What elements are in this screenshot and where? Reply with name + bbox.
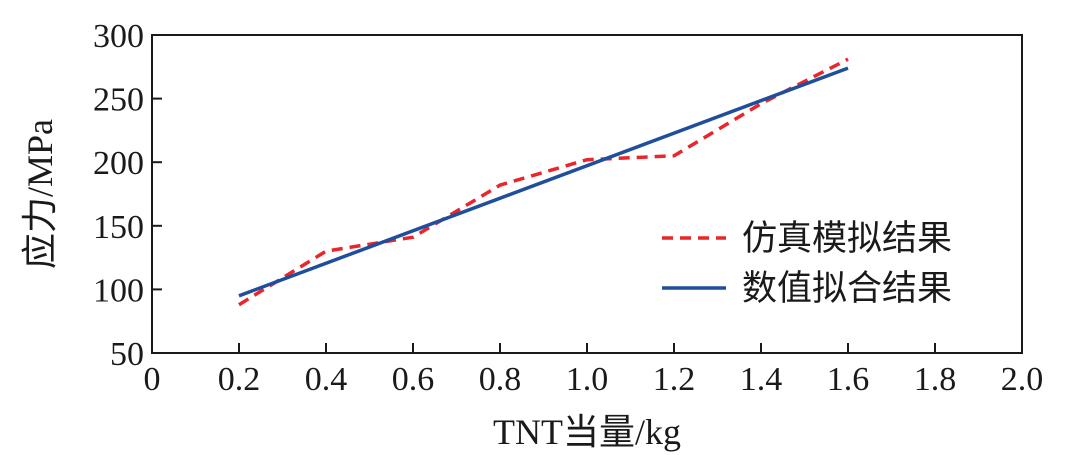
x-axis-label: TNT当量/kg bbox=[493, 412, 681, 452]
x-tick-label: 0.2 bbox=[218, 361, 261, 398]
y-tick-label: 250 bbox=[93, 82, 144, 119]
x-tick-label: 1.8 bbox=[914, 361, 957, 398]
series-layer bbox=[238, 57, 849, 307]
series-line-2 bbox=[238, 66, 849, 298]
series-line-1 bbox=[238, 57, 849, 307]
y-tick-label: 300 bbox=[93, 18, 144, 55]
x-tick-label: 2.0 bbox=[1001, 361, 1044, 398]
x-tick-label: 1.6 bbox=[827, 361, 870, 398]
x-tick-label: 0 bbox=[144, 361, 161, 398]
x-tick-label: 1.0 bbox=[566, 361, 609, 398]
x-tick-label: 1.4 bbox=[740, 361, 783, 398]
y-axis-label: 应力/MPa bbox=[20, 119, 60, 269]
x-tick-label: 0.6 bbox=[392, 361, 435, 398]
x-tick-label: 0.8 bbox=[479, 361, 522, 398]
legend-label-2: 数值拟合结果 bbox=[742, 269, 952, 309]
x-axis-ticks: 0 0.2 0.4 0.6 0.8 1.0 1.2 1.4 1.6 1.8 2.0 bbox=[144, 343, 1044, 398]
y-tick-label: 100 bbox=[93, 272, 144, 309]
x-tick-label: 1.2 bbox=[653, 361, 696, 398]
y-axis-ticks: 50 100 150 200 250 300 bbox=[93, 18, 162, 373]
legend-label-1: 仿真模拟结果 bbox=[742, 219, 952, 259]
y-tick-label: 150 bbox=[93, 209, 144, 246]
x-tick-label: 0.4 bbox=[305, 361, 348, 398]
y-tick-label: 50 bbox=[110, 336, 144, 373]
y-tick-label: 200 bbox=[93, 145, 144, 182]
